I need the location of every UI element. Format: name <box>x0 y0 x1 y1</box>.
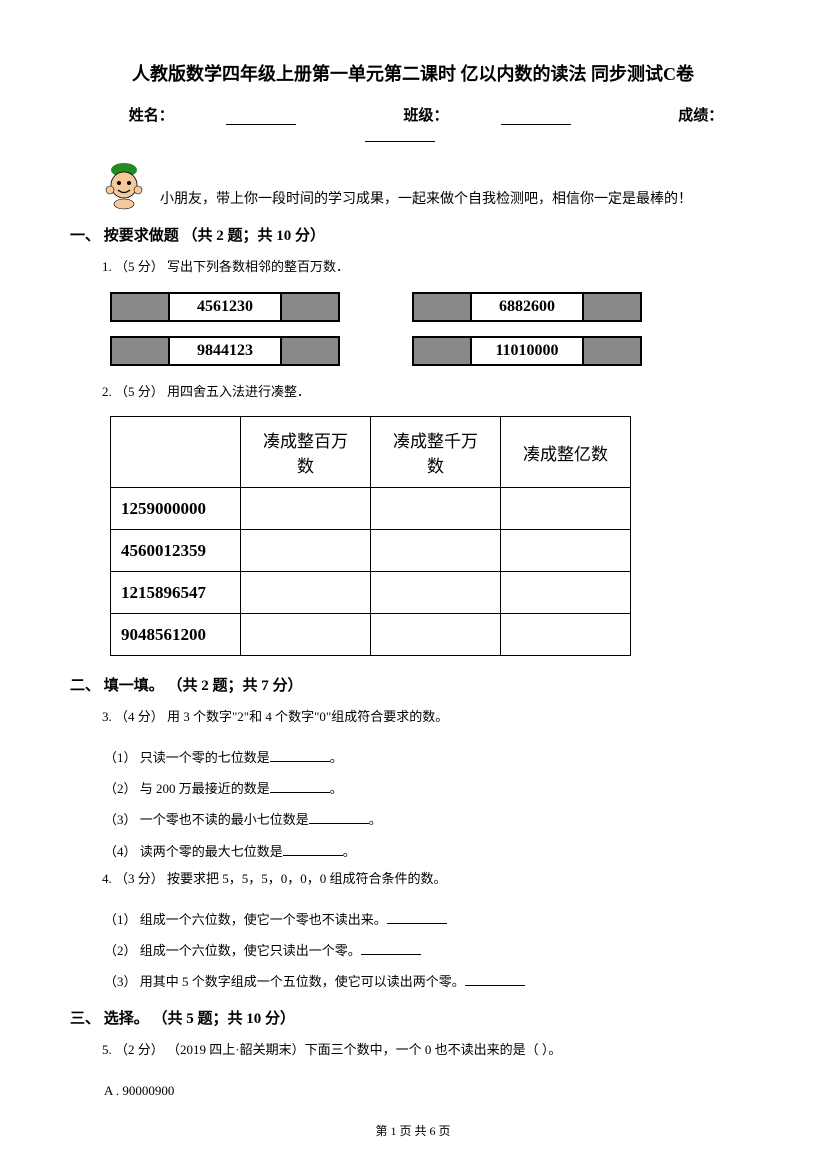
number-box: 9844123 <box>110 336 340 366</box>
table-cell-blank[interactable] <box>371 488 501 530</box>
sub-question: （3） 一个零也不读的最小七位数是。 <box>104 804 756 835</box>
table-row-number: 1215896547 <box>111 572 241 614</box>
box-right-blank[interactable] <box>280 338 338 364</box>
section-3-header: 三、 选择。 （共 5 题；共 10 分） <box>70 1007 756 1028</box>
box-value: 4561230 <box>170 294 280 320</box>
option-a[interactable]: A . 90000900 <box>104 1075 756 1106</box>
box-value: 9844123 <box>170 338 280 364</box>
sub-question: （4） 读两个零的最大七位数是。 <box>104 836 756 867</box>
fill-blank[interactable] <box>361 943 421 955</box>
sub-question: （2） 与 200 万最接近的数是。 <box>104 773 756 804</box>
fill-blank[interactable] <box>309 812 369 824</box>
section-2-header: 二、 填一填。 （共 2 题；共 7 分） <box>70 674 756 695</box>
score-input[interactable] <box>365 128 435 142</box>
score-label: 成绩： <box>678 108 723 124</box>
question-4: 4. （3 分） 按要求把 5，5，5，0，0，0 组成符合条件的数。 <box>102 867 756 892</box>
sub-question: （2） 组成一个六位数，使它只读出一个零。 <box>104 935 756 966</box>
box-left-blank[interactable] <box>414 294 472 320</box>
box-right-blank[interactable] <box>582 338 640 364</box>
question-3: 3. （4 分） 用 3 个数字"2"和 4 个数字"0"组成符合要求的数。 <box>102 705 756 730</box>
intro-text: 小朋友，带上你一段时间的学习成果，一起来做个自我检测吧，相信你一定是最棒的！ <box>160 188 692 210</box>
box-value: 6882600 <box>472 294 582 320</box>
box-left-blank[interactable] <box>112 294 170 320</box>
table-row-number: 4560012359 <box>111 530 241 572</box>
number-box: 11010000 <box>412 336 642 366</box>
name-label: 姓名： <box>129 108 174 124</box>
table-cell-blank[interactable] <box>501 530 631 572</box>
table-header: 凑成整千万数 <box>371 417 501 488</box>
table-cell-blank[interactable] <box>241 488 371 530</box>
fill-blank[interactable] <box>465 974 525 986</box>
box-left-blank[interactable] <box>112 338 170 364</box>
cartoon-face-icon <box>100 160 148 210</box>
question-5: 5. （2 分） （2019 四上·韶关期末）下面三个数中，一个 0 也不读出来… <box>102 1038 756 1063</box>
sub-question: （1） 只读一个零的七位数是。 <box>104 742 756 773</box>
table-header <box>111 417 241 488</box>
table-cell-blank[interactable] <box>241 530 371 572</box>
box-value: 11010000 <box>472 338 582 364</box>
sub-question: （1） 组成一个六位数，使它一个零也不读出来。 <box>104 904 756 935</box>
number-boxes-container: 4561230 6882600 9844123 11010000 <box>110 292 756 366</box>
intro-row: 小朋友，带上你一段时间的学习成果，一起来做个自我检测吧，相信你一定是最棒的！ <box>100 160 756 210</box>
box-right-blank[interactable] <box>582 294 640 320</box>
question-1: 1. （5 分） 写出下列各数相邻的整百万数． <box>102 255 756 280</box>
page-footer: 第 1 页 共 6 页 <box>0 1122 826 1139</box>
section-1-header: 一、 按要求做题 （共 2 题；共 10 分） <box>70 224 756 245</box>
fill-blank[interactable] <box>270 750 330 762</box>
table-cell-blank[interactable] <box>501 572 631 614</box>
student-info-row: 姓名： 班级： 成绩： <box>70 104 756 142</box>
table-cell-blank[interactable] <box>501 488 631 530</box>
table-cell-blank[interactable] <box>241 572 371 614</box>
number-box: 6882600 <box>412 292 642 322</box>
name-input[interactable] <box>226 111 296 125</box>
sub-question: （3） 用其中 5 个数字组成一个五位数，使它可以读出两个零。 <box>104 966 756 997</box>
table-header: 凑成整亿数 <box>501 417 631 488</box>
table-row-number: 1259000000 <box>111 488 241 530</box>
table-cell-blank[interactable] <box>501 614 631 656</box>
box-left-blank[interactable] <box>414 338 472 364</box>
rounding-table: 凑成整百万数 凑成整千万数 凑成整亿数 1259000000 456001235… <box>110 416 631 656</box>
box-right-blank[interactable] <box>280 294 338 320</box>
class-label: 班级： <box>403 108 448 124</box>
table-cell-blank[interactable] <box>241 614 371 656</box>
number-box: 4561230 <box>110 292 340 322</box>
question-2: 2. （5 分） 用四舍五入法进行凑整． <box>102 380 756 405</box>
table-cell-blank[interactable] <box>371 530 501 572</box>
table-cell-blank[interactable] <box>371 572 501 614</box>
table-row-number: 9048561200 <box>111 614 241 656</box>
fill-blank[interactable] <box>387 912 447 924</box>
worksheet-title: 人教版数学四年级上册第一单元第二课时 亿以内数的读法 同步测试C卷 <box>70 60 756 86</box>
fill-blank[interactable] <box>270 781 330 793</box>
class-input[interactable] <box>501 111 571 125</box>
fill-blank[interactable] <box>283 844 343 856</box>
table-cell-blank[interactable] <box>371 614 501 656</box>
table-header: 凑成整百万数 <box>241 417 371 488</box>
